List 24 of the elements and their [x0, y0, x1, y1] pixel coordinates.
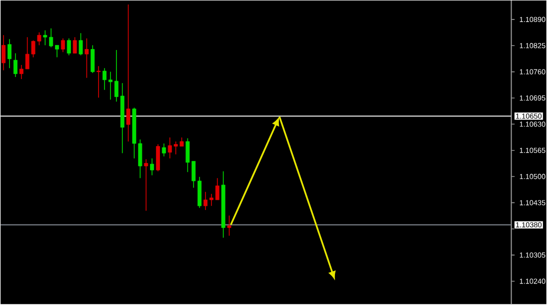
candlestick [84, 38, 89, 78]
candlestick [90, 44, 95, 74]
candlestick [2, 34, 6, 71]
candlestick [203, 192, 208, 210]
candlestick [150, 158, 154, 176]
candlestick [78, 32, 83, 56]
candlestick [144, 158, 148, 212]
candlestick [43, 30, 48, 46]
candlestick [209, 194, 214, 206]
candlestick [96, 66, 101, 98]
candlestick [66, 38, 71, 56]
candlestick [102, 68, 107, 90]
candlestick [156, 144, 160, 172]
candlestick [108, 72, 112, 100]
candlestick [227, 215, 232, 236]
candlestick [126, 4, 130, 142]
candlestick [72, 36, 77, 54]
candlestick [49, 28, 54, 48]
candlestick [55, 44, 59, 58]
candlestick [215, 178, 220, 200]
candlestick [162, 143, 166, 157]
candlestick [60, 38, 65, 53]
candlestick [8, 38, 12, 69]
candlestick [13, 53, 18, 78]
